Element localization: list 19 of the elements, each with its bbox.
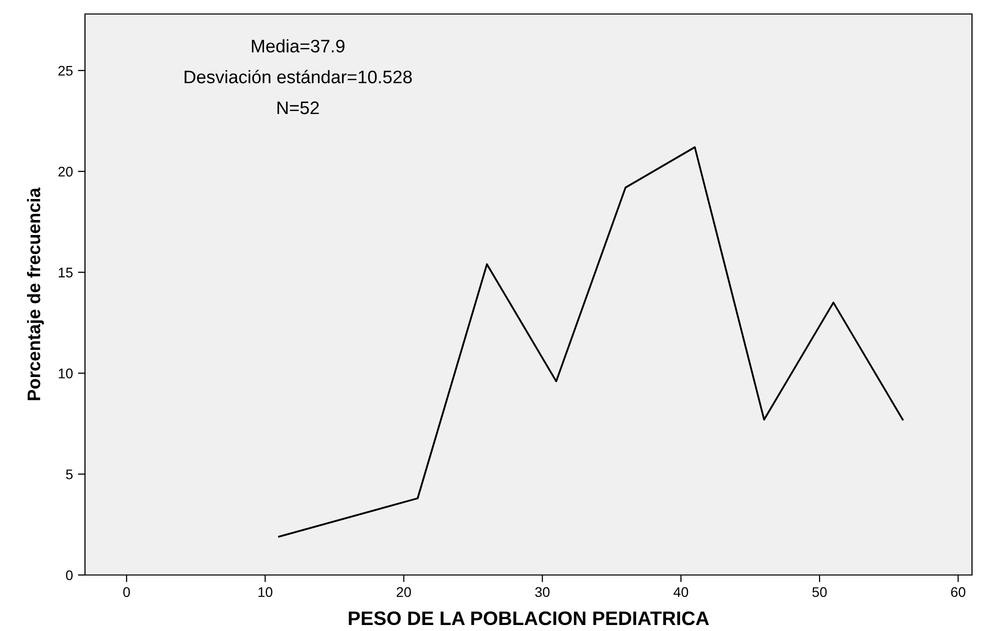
x-tick-label: 50 <box>812 587 827 598</box>
x-tick-label: 30 <box>535 587 550 598</box>
y-axis-title: Porcentaje de frecuencia <box>27 188 44 400</box>
x-axis-title: PESO DE LA POBLACION PEDIATRICA <box>348 611 709 626</box>
x-tick-label: 60 <box>951 587 966 598</box>
line-series <box>278 146 904 538</box>
annotation: Desviación estándar=10.528 <box>184 70 412 84</box>
y-tick-label: 15 <box>58 268 73 278</box>
y-tick-label: 5 <box>66 470 73 480</box>
x-tick-label: 20 <box>396 587 411 598</box>
annotation: Media=37.9 <box>252 39 344 53</box>
x-tick-label: 10 <box>258 587 272 598</box>
y-tick-label: 20 <box>58 166 73 177</box>
annotation: N=52 <box>278 101 319 114</box>
y-tick-label: 25 <box>58 66 73 76</box>
y-tick-label: 0 <box>66 570 73 580</box>
y-tick-label: 10 <box>58 368 73 378</box>
x-tick-label: 40 <box>674 587 688 598</box>
x-tick-label: 0 <box>123 587 130 598</box>
